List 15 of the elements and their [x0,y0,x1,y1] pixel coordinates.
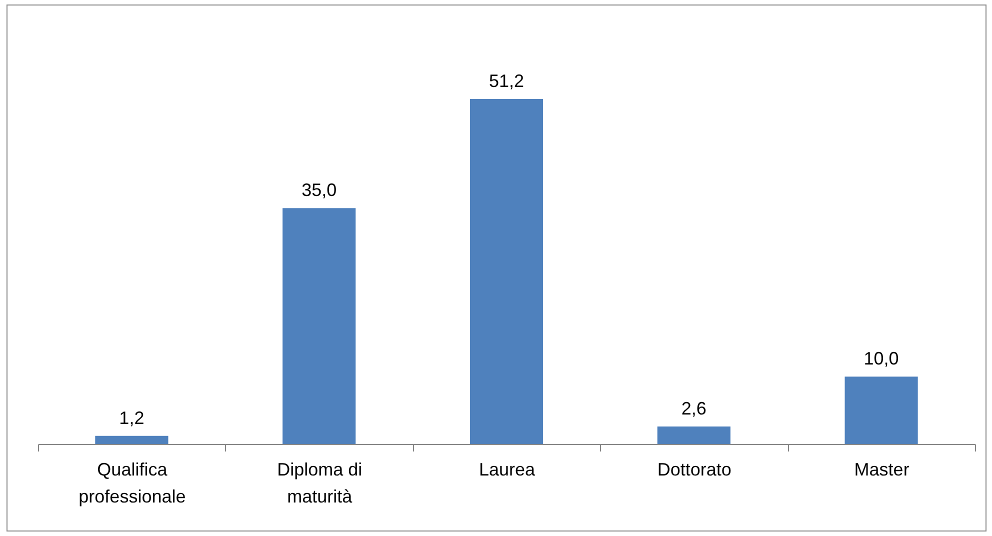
bar [844,376,918,444]
data-label: 35,0 [302,180,337,200]
x-tick-label: Master [854,460,910,480]
bar [282,208,356,444]
data-label: 10,0 [864,348,899,369]
data-label: 1,2 [119,408,144,428]
data-label: 51,2 [488,71,524,91]
bar [470,99,544,444]
bar [95,436,168,444]
x-tick-label: Qualifica professionale [78,460,186,506]
x-tick-label: Diploma di maturità [277,460,362,506]
bar [657,426,730,444]
x-tick-label: Dottorato [657,460,732,480]
x-tick-label: Laurea [478,460,536,480]
data-label: 2,6 [681,398,706,418]
